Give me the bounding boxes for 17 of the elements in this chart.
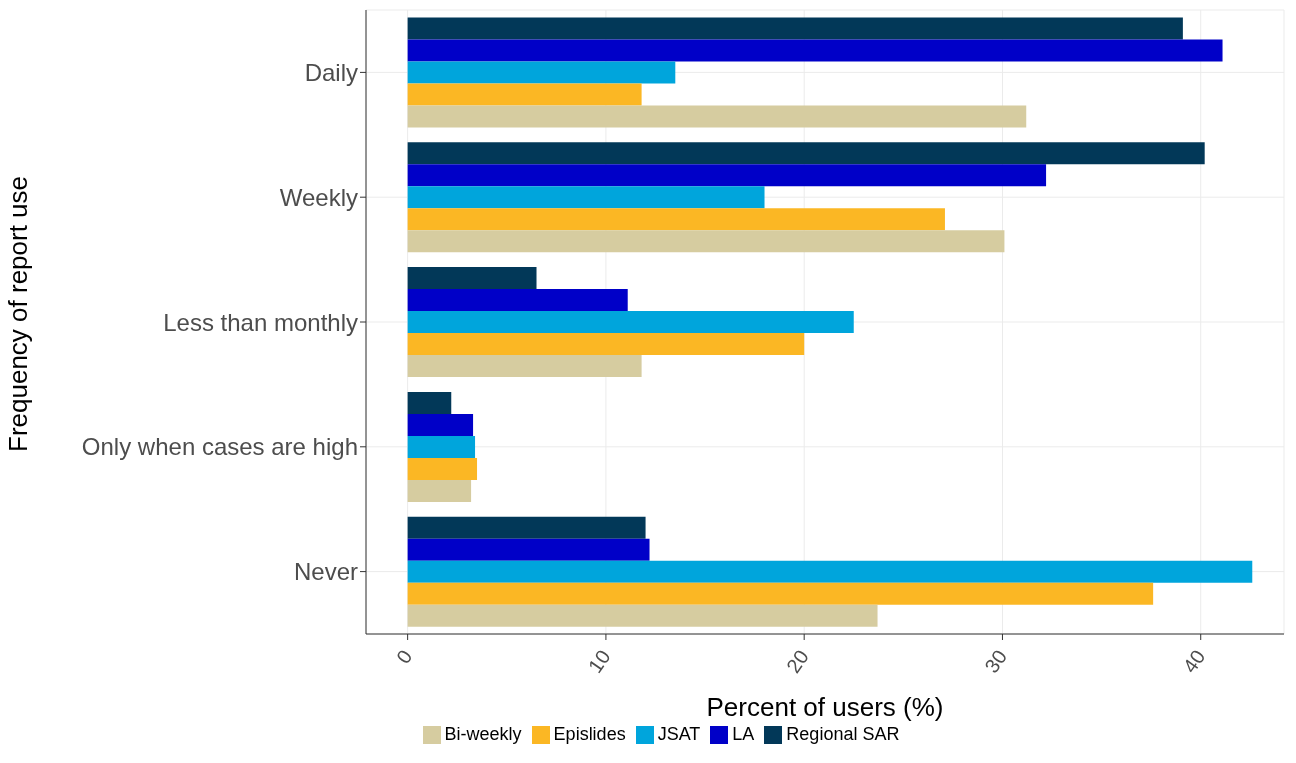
legend-label: LA [732,724,755,744]
y-tick-label: Less than monthly [163,308,358,336]
y-axis-title: Frequency of report use [3,175,34,452]
legend-label: Epislides [553,724,626,744]
y-tick-label: Only when cases are high [81,433,358,461]
legend-label: Bi-weekly [444,724,522,744]
x-tick-label: 0 [391,645,417,668]
y-tick-label: Never [293,558,358,586]
y-tick-label: Weekly [279,183,358,211]
x-tick-label: 10 [583,645,615,677]
x-tick-label: 20 [782,645,813,677]
y-tick-label: Daily [304,58,358,86]
legend-label: JSAT [657,724,701,744]
x-axis-title: Percent of users (%) [706,692,944,722]
legend-label: Regional SAR [786,724,900,744]
x-tick-label: 40 [1178,645,1210,677]
x-tick-label: 30 [980,645,1012,677]
